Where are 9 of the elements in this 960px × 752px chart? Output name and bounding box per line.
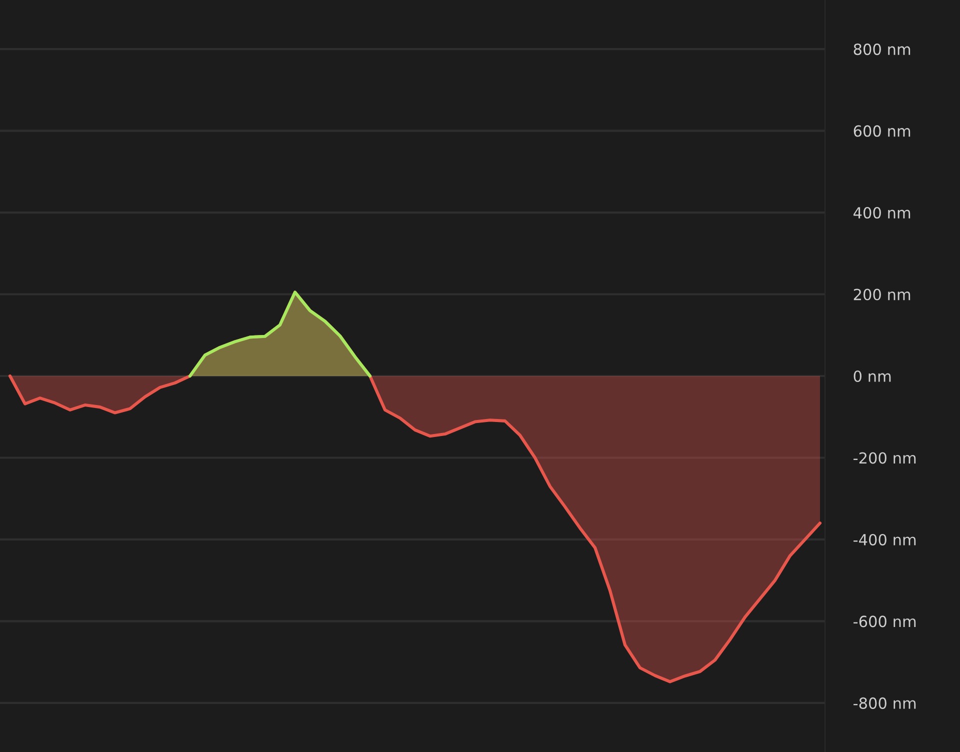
y-tick-label: -600 nm bbox=[854, 616, 916, 628]
y-tick-label: 400 nm bbox=[854, 206, 910, 219]
y-tick-label: 600 nm bbox=[854, 125, 910, 137]
y-tick-label: 800 nm bbox=[854, 44, 910, 56]
y-tick-label: -400 nm bbox=[854, 534, 916, 546]
y-tick-label: 0 nm bbox=[854, 370, 891, 382]
y-tick-label: 200 nm bbox=[854, 288, 910, 300]
y-tick-label: -200 nm bbox=[854, 452, 916, 464]
y-tick-label: -800 nm bbox=[854, 697, 916, 709]
